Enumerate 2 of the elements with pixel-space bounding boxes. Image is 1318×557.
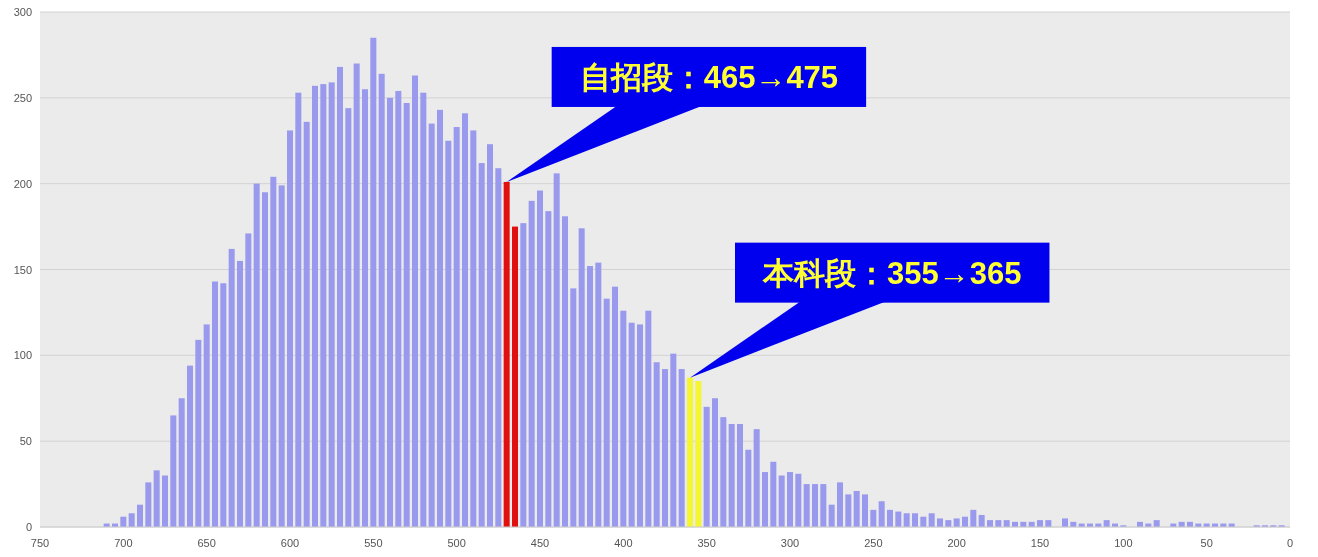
annotation: 本科段：355→365 xyxy=(763,255,1022,291)
annotation: 自招段：465→475 xyxy=(579,59,839,95)
